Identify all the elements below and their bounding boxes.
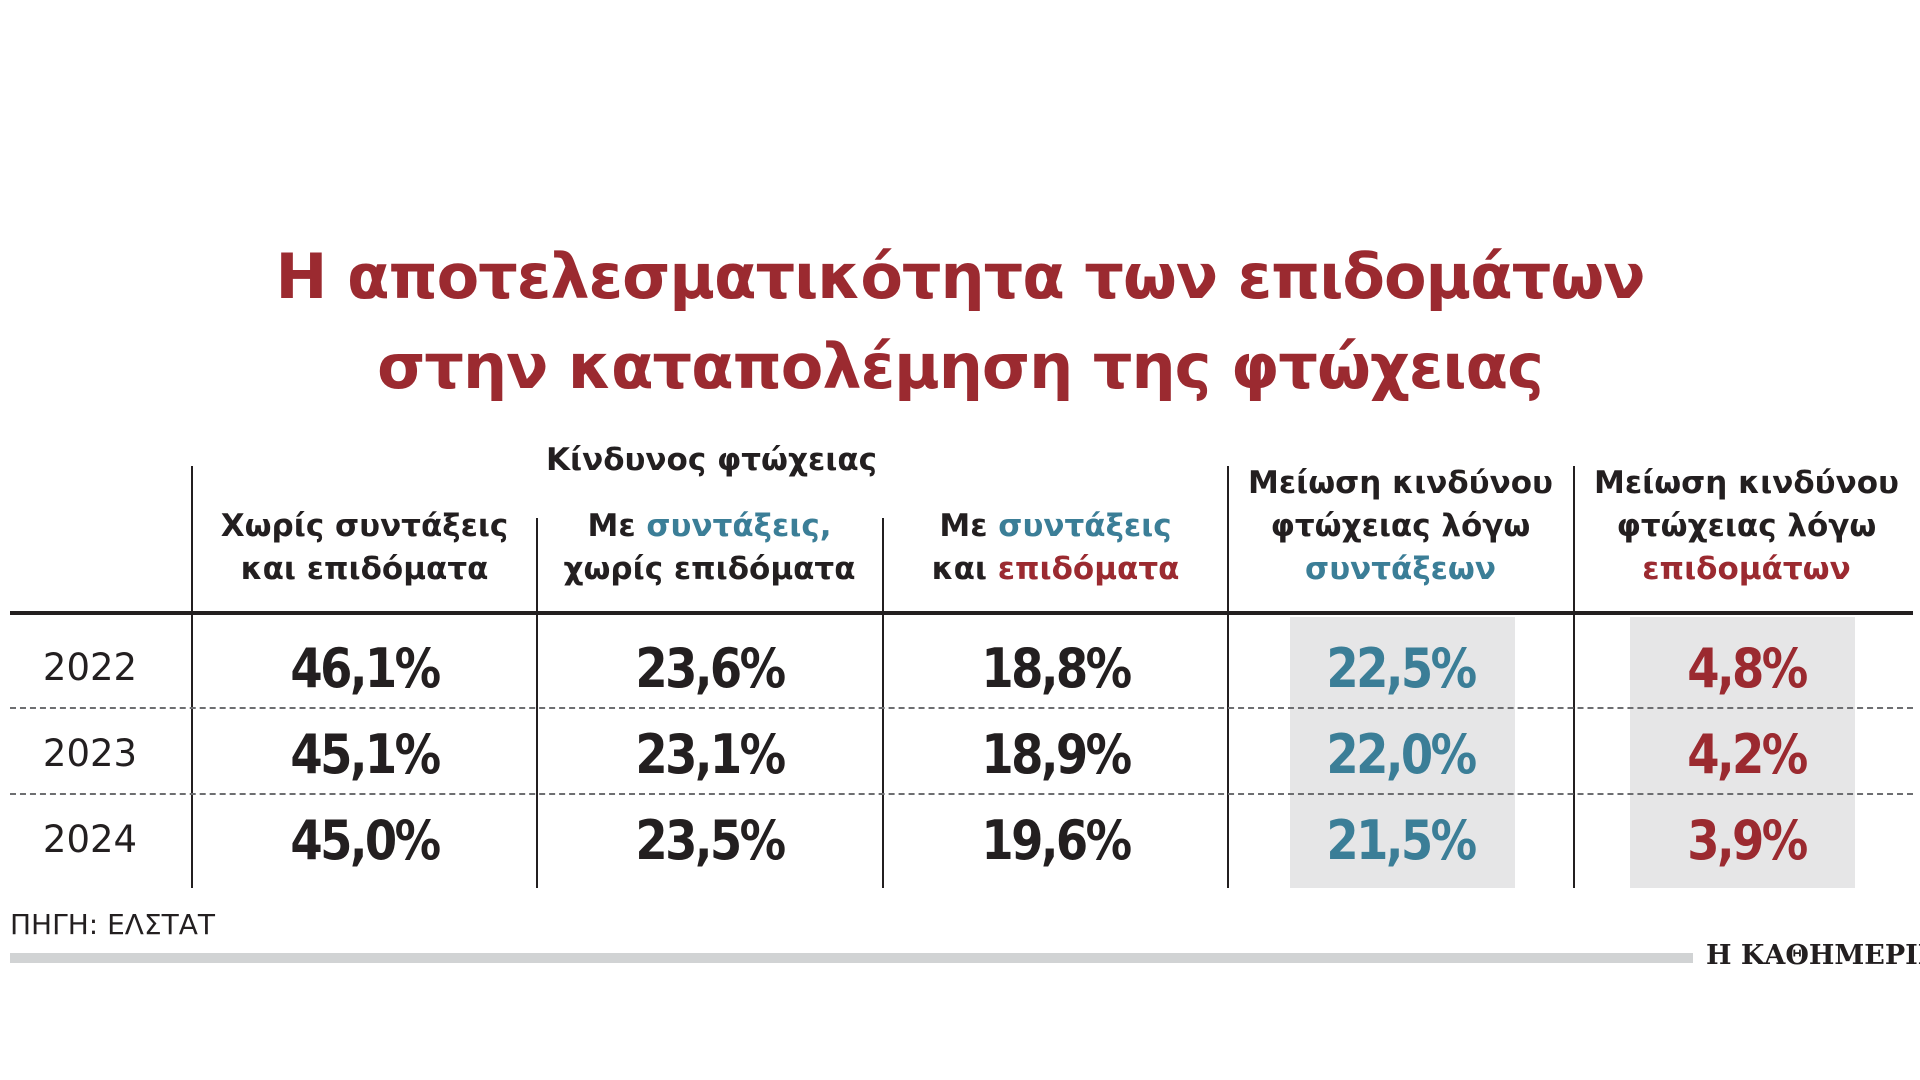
table-cell-value: 45,1% — [290, 723, 441, 786]
column-header-text: Χωρίς συντάξεις — [220, 508, 509, 544]
table-cell-value: 19,6% — [981, 809, 1132, 872]
column-header-text: χωρίς επιδόματα — [563, 551, 856, 587]
table-cell-value: 4,2% — [1687, 723, 1808, 786]
chart-title: Η αποτελεσματικότητα των επιδομάτων στην… — [0, 232, 1920, 412]
column-header-line: επιδομάτων — [1574, 548, 1919, 591]
column-header-line: φτώχειας λόγω — [1228, 505, 1573, 548]
chart-title-line-1: Η αποτελεσματικότητα των επιδομάτων — [275, 240, 1646, 313]
table-cell-value: 45,0% — [290, 809, 441, 872]
column-divider — [536, 518, 538, 888]
column-header: Χωρίς συντάξεις και επιδόματα — [192, 505, 537, 591]
column-header-line: Χωρίς συντάξεις — [192, 505, 537, 548]
column-header-text: Με — [587, 508, 647, 544]
column-header-line: συντάξεων — [1228, 548, 1573, 591]
column-header-line: φτώχειας λόγω — [1574, 505, 1919, 548]
column-header-text: επιδομάτων — [1642, 551, 1851, 587]
column-divider — [191, 466, 193, 888]
column-header-text: Μείωση κινδύνου — [1594, 465, 1899, 501]
source-note: ΠΗΓΗ: ΕΛΣΤΑΤ — [10, 908, 215, 941]
row-separator — [10, 707, 1913, 709]
column-header-line: Μείωση κινδύνου — [1574, 462, 1919, 505]
column-header-line: Με συντάξεις — [883, 505, 1228, 548]
column-header-line: και επιδόματα — [883, 548, 1228, 591]
footer-bar — [10, 953, 1693, 963]
column-divider — [1573, 518, 1575, 888]
column-header-line: χωρίς επιδόματα — [537, 548, 882, 591]
row-year-label: 2023 — [42, 732, 138, 775]
column-header-line: και επιδόματα — [192, 548, 537, 591]
table-cell-value: 23,6% — [635, 637, 786, 700]
highlight-column-background — [1630, 617, 1855, 888]
column-header-text: συντάξεων — [1305, 551, 1496, 587]
table-cell-value: 3,9% — [1687, 809, 1808, 872]
table-cell-value: 23,5% — [635, 809, 786, 872]
column-header: Με συντάξεις και επιδόματα — [883, 505, 1228, 591]
column-header-text: συντάξεις, — [646, 508, 832, 544]
table-cell-value: 22,0% — [1326, 723, 1477, 786]
table-cell-value: 18,9% — [981, 723, 1132, 786]
column-header-line: Με συντάξεις, — [537, 505, 882, 548]
table-cell-value: 18,8% — [981, 637, 1132, 700]
header-rule — [10, 611, 1913, 615]
row-separator — [10, 793, 1913, 795]
column-header-text: Μείωση κινδύνου — [1248, 465, 1553, 501]
column-header-text: συντάξεις — [998, 508, 1172, 544]
column-header: Μείωση κινδύνου φτώχειας λόγω επιδομάτων — [1574, 462, 1919, 591]
column-divider — [1227, 466, 1229, 518]
table-cell-value: 22,5% — [1326, 637, 1477, 700]
column-header-text: επιδόματα — [997, 551, 1180, 587]
column-header-text: Με — [939, 508, 999, 544]
publisher-logo: Η ΚΑΘΗΜΕΡΙΝΗ — [1706, 940, 1920, 971]
group-header-poverty-risk: Κίνδυνος φτώχειας — [545, 442, 877, 478]
column-header-line: Μείωση κινδύνου — [1228, 462, 1573, 505]
column-header: Με συντάξεις, χωρίς επιδόματα — [537, 505, 882, 591]
table-cell-value: 23,1% — [635, 723, 786, 786]
table-cell-value: 21,5% — [1326, 809, 1477, 872]
column-divider — [882, 518, 884, 888]
highlight-column-background — [1290, 617, 1515, 888]
column-divider — [1227, 518, 1229, 888]
row-year-label: 2024 — [42, 818, 138, 861]
column-header-text: φτώχειας λόγω — [1270, 508, 1531, 544]
column-header-text: φτώχειας λόγω — [1616, 508, 1877, 544]
column-divider — [1573, 466, 1575, 518]
column-header-text: και — [931, 551, 998, 587]
row-year-label: 2022 — [42, 646, 138, 689]
table-cell-value: 46,1% — [290, 637, 441, 700]
column-header: Μείωση κινδύνου φτώχειας λόγω συντάξεων — [1228, 462, 1573, 591]
column-header-text: και επιδόματα — [240, 551, 489, 587]
chart-title-line-2: στην καταπολέμηση της φτώχειας — [377, 330, 1544, 403]
table-cell-value: 4,8% — [1687, 637, 1808, 700]
